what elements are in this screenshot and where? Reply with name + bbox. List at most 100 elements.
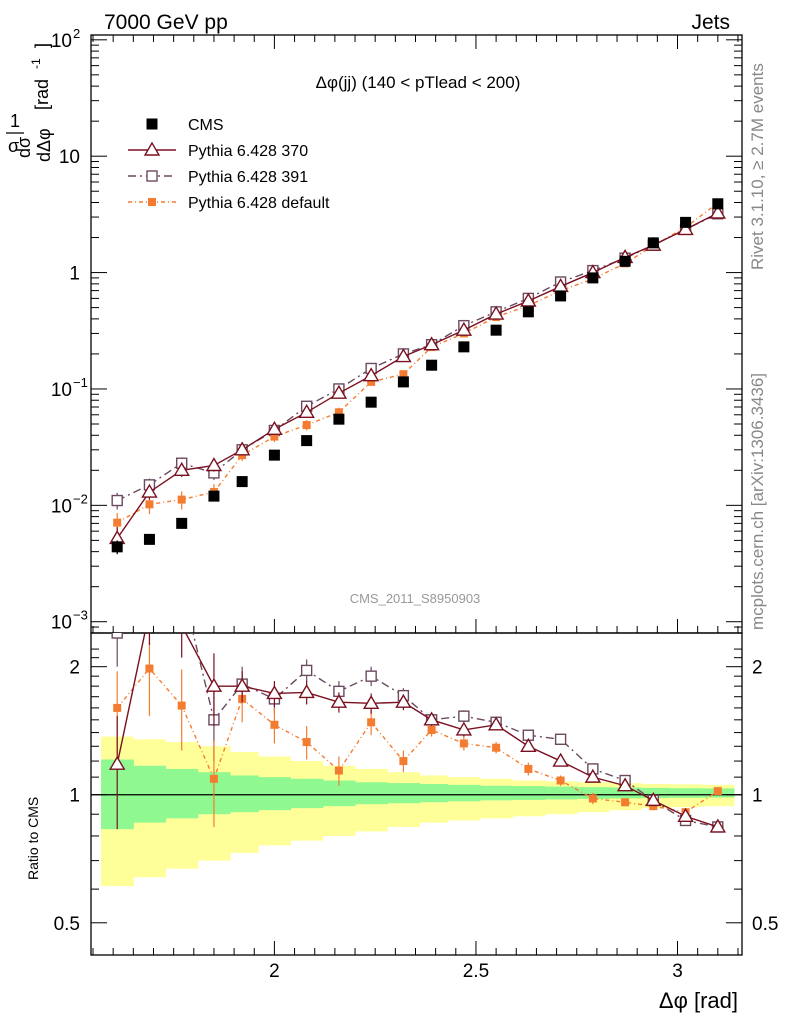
stat-uncertainty-band <box>230 775 259 813</box>
ratio-point <box>520 737 537 752</box>
ratio-series-line <box>116 667 719 813</box>
x-tick-label: 2.5 <box>463 961 489 982</box>
legend-marker <box>148 198 156 206</box>
ratio-point <box>458 710 470 722</box>
main-y-tick-label: 10 <box>51 31 72 52</box>
ratio-point <box>209 774 218 783</box>
ratio-point <box>645 791 662 807</box>
data-point <box>270 432 279 441</box>
data-point <box>173 461 190 477</box>
data-point <box>301 435 313 447</box>
ratio-point <box>142 604 156 616</box>
main-y-tick-label: 1 <box>69 264 80 285</box>
legend-entry-pythia-6-428-default: Pythia 6.428 default <box>128 195 330 212</box>
legend: CMS Pythia 6.428 370 Pythia 6.428 391 Pythi… <box>128 117 330 212</box>
series-pythia-6-428-default <box>113 199 722 535</box>
data-point <box>333 413 345 425</box>
ratio-series-group <box>108 590 727 833</box>
main-y-tick-exponent: −2 <box>73 491 88 506</box>
stat-uncertainty-band <box>447 784 481 802</box>
x-axis-label: Δφ [rad] <box>659 988 738 1013</box>
data-point <box>458 341 470 353</box>
legend-label: Pythia 6.428 391 <box>188 169 308 186</box>
legend-marker <box>146 118 158 130</box>
main-y-tick-label: 10 <box>59 147 80 168</box>
ratio-point <box>144 590 154 600</box>
ratio-point <box>616 777 634 792</box>
main-y-tick-label: 10 <box>51 613 72 634</box>
ratio-point <box>677 807 694 822</box>
ratio-point <box>552 752 569 767</box>
ratio-point <box>554 733 567 745</box>
data-point <box>520 292 537 307</box>
data-point <box>490 324 502 336</box>
ratio-point <box>330 693 348 708</box>
ratio-y-tick-label: 1 <box>69 786 80 807</box>
stat-uncertainty-band <box>290 778 324 809</box>
data-point <box>522 306 534 318</box>
legend-marker <box>143 141 161 156</box>
data-point <box>236 476 248 488</box>
ratio-point <box>367 718 376 727</box>
data-point <box>712 198 724 210</box>
data-point <box>145 500 154 509</box>
ratio-point <box>584 768 602 783</box>
y-label-dsigma: dσ <box>14 137 34 158</box>
y-axis-label: 1 σ dσ dΔφ [rad -1 ] <box>6 43 54 162</box>
ratio-point <box>423 711 440 726</box>
ratio-point <box>298 684 315 699</box>
stat-uncertainty-band <box>641 787 670 799</box>
stat-uncertainty-band <box>419 783 449 803</box>
data-point <box>334 408 343 417</box>
series-pythia-6-428-391 <box>111 208 724 510</box>
series-line <box>116 202 719 524</box>
main-y-tick-label: 10 <box>51 380 72 401</box>
data-point <box>455 321 473 336</box>
data-point <box>709 204 727 219</box>
ratio-point <box>556 776 565 785</box>
ratio-point <box>300 664 313 677</box>
data-point <box>365 396 377 408</box>
stat-uncertainty-band <box>355 782 388 805</box>
ratio-point <box>588 794 597 803</box>
ratio-point <box>108 755 126 770</box>
header-left-label: 7000 GeV pp <box>104 11 228 34</box>
data-point <box>555 290 567 302</box>
ratio-point <box>455 721 473 736</box>
y-label-ddphi: dΔφ <box>34 128 54 162</box>
ratio-y-tick-label: 0.5 <box>54 914 80 935</box>
ratio-series-pythia-6-428-370 <box>108 604 727 833</box>
series-cms <box>111 198 724 555</box>
ratio-point <box>302 738 311 747</box>
data-point <box>113 518 122 527</box>
ratio-y-tick-label-right: 1 <box>752 786 763 807</box>
ratio-y-tick-label: 2 <box>69 658 80 679</box>
ratio-point <box>399 757 408 766</box>
legend-marker <box>146 170 158 182</box>
ratio-point <box>175 618 189 630</box>
ratio-point <box>713 787 722 796</box>
legend-label: Pythia 6.428 default <box>188 195 330 212</box>
ratio-point <box>177 701 186 710</box>
ratio-y-axis-label: Ratio to CMS <box>25 797 41 880</box>
x-tick-label: 3 <box>672 961 683 982</box>
stat-uncertainty-band <box>669 788 703 798</box>
ratio-point <box>709 818 727 833</box>
ratio-point <box>365 670 377 682</box>
data-point <box>426 359 438 371</box>
y-label-unit: [rad <box>32 79 52 110</box>
data-point <box>587 272 599 284</box>
ratio-uncertainty-bands <box>91 736 742 887</box>
data-point <box>143 533 155 545</box>
ratio-point <box>524 764 533 773</box>
y-label-sigma: σ <box>8 136 19 156</box>
data-point <box>487 305 505 320</box>
main-y-tick-exponent: 2 <box>73 26 80 41</box>
ratio-point <box>233 677 251 692</box>
data-point <box>395 348 412 363</box>
header-right-label: Jets <box>691 11 730 34</box>
stat-uncertainty-band <box>165 768 199 819</box>
legend-label: CMS <box>188 117 224 134</box>
